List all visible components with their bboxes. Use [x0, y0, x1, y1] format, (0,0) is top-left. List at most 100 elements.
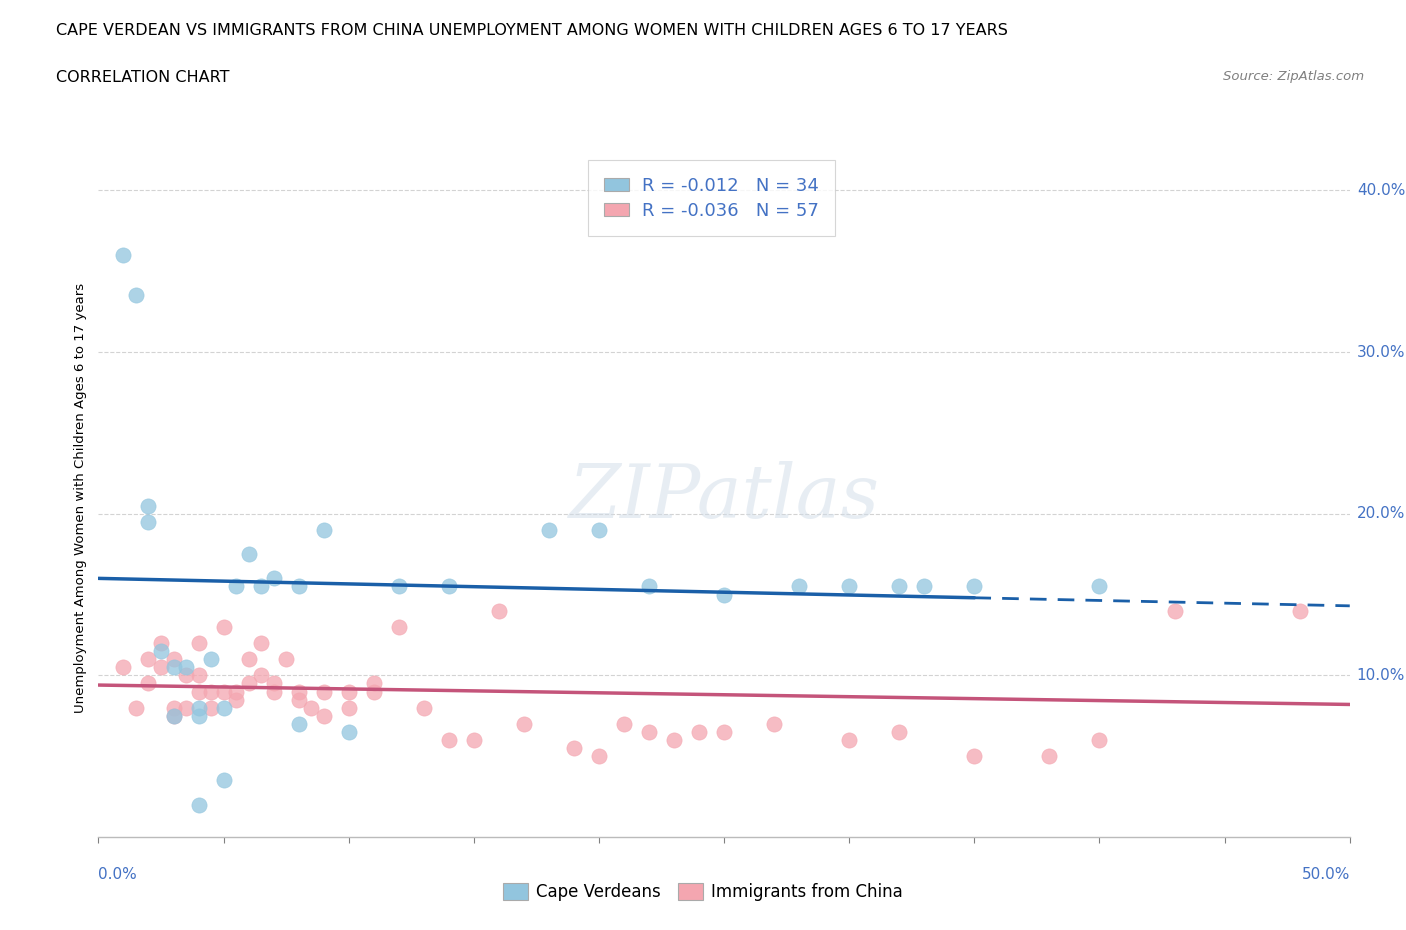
Legend: R = -0.012   N = 34, R = -0.036   N = 57: R = -0.012 N = 34, R = -0.036 N = 57: [588, 160, 835, 236]
Point: [1088, 579, 1111, 594]
Point: [250, 635, 273, 650]
Point: [274, 652, 298, 667]
Point: [1038, 749, 1060, 764]
Point: [187, 797, 209, 812]
Point: [187, 700, 209, 715]
Point: [287, 684, 309, 699]
Point: [238, 676, 260, 691]
Point: [1163, 604, 1185, 618]
Point: [162, 709, 184, 724]
Text: CORRELATION CHART: CORRELATION CHART: [56, 70, 229, 85]
Point: [125, 288, 148, 303]
Point: [638, 724, 661, 739]
Point: [200, 652, 222, 667]
Point: [513, 716, 536, 731]
Point: [174, 668, 197, 683]
Point: [1088, 733, 1111, 748]
Point: [562, 740, 585, 755]
Point: [363, 684, 385, 699]
Point: [238, 547, 260, 562]
Point: [187, 668, 209, 683]
Point: [662, 733, 685, 748]
Point: [787, 579, 810, 594]
Point: [162, 660, 184, 675]
Point: [212, 619, 235, 634]
Point: [638, 579, 661, 594]
Point: [463, 733, 485, 748]
Point: [125, 700, 148, 715]
Text: ZIPatlas: ZIPatlas: [568, 461, 880, 534]
Point: [838, 733, 860, 748]
Point: [138, 498, 160, 513]
Point: [889, 724, 911, 739]
Point: [187, 635, 209, 650]
Point: [1288, 604, 1310, 618]
Point: [187, 709, 209, 724]
Text: 10.0%: 10.0%: [1357, 668, 1405, 683]
Point: [212, 700, 235, 715]
Text: 40.0%: 40.0%: [1357, 183, 1405, 198]
Point: [889, 579, 911, 594]
Point: [337, 724, 360, 739]
Point: [225, 692, 247, 707]
Point: [312, 709, 335, 724]
Point: [174, 700, 197, 715]
Point: [263, 676, 285, 691]
Point: [713, 724, 735, 739]
Point: [613, 716, 636, 731]
Point: [838, 579, 860, 594]
Text: 50.0%: 50.0%: [1302, 867, 1350, 882]
Point: [312, 523, 335, 538]
Point: [537, 523, 560, 538]
Point: [588, 523, 610, 538]
Point: [200, 700, 222, 715]
Point: [588, 749, 610, 764]
Text: 30.0%: 30.0%: [1357, 345, 1405, 360]
Point: [250, 579, 273, 594]
Text: CAPE VERDEAN VS IMMIGRANTS FROM CHINA UNEMPLOYMENT AMONG WOMEN WITH CHILDREN AGE: CAPE VERDEAN VS IMMIGRANTS FROM CHINA UN…: [56, 23, 1008, 38]
Point: [388, 579, 411, 594]
Legend: Cape Verdeans, Immigrants from China: Cape Verdeans, Immigrants from China: [496, 876, 910, 908]
Point: [138, 652, 160, 667]
Point: [263, 684, 285, 699]
Point: [150, 644, 173, 658]
Point: [299, 700, 322, 715]
Point: [287, 716, 309, 731]
Y-axis label: Unemployment Among Women with Children Ages 6 to 17 years: Unemployment Among Women with Children A…: [75, 283, 87, 712]
Point: [688, 724, 710, 739]
Point: [437, 733, 460, 748]
Point: [212, 684, 235, 699]
Point: [337, 684, 360, 699]
Point: [337, 700, 360, 715]
Point: [963, 749, 986, 764]
Point: [150, 660, 173, 675]
Point: [150, 635, 173, 650]
Point: [963, 579, 986, 594]
Point: [200, 684, 222, 699]
Point: [763, 716, 786, 731]
Point: [174, 660, 197, 675]
Point: [238, 652, 260, 667]
Text: 20.0%: 20.0%: [1357, 506, 1405, 521]
Point: [162, 652, 184, 667]
Point: [488, 604, 510, 618]
Point: [138, 676, 160, 691]
Point: [225, 579, 247, 594]
Point: [162, 700, 184, 715]
Point: [187, 684, 209, 699]
Point: [112, 660, 135, 675]
Point: [287, 692, 309, 707]
Point: [713, 587, 735, 602]
Point: [388, 619, 411, 634]
Point: [112, 247, 135, 262]
Point: [250, 668, 273, 683]
Point: [412, 700, 434, 715]
Point: [437, 579, 460, 594]
Point: [138, 514, 160, 529]
Point: [212, 773, 235, 788]
Point: [263, 571, 285, 586]
Text: Source: ZipAtlas.com: Source: ZipAtlas.com: [1223, 70, 1364, 83]
Point: [162, 709, 184, 724]
Point: [312, 684, 335, 699]
Text: 0.0%: 0.0%: [98, 867, 138, 882]
